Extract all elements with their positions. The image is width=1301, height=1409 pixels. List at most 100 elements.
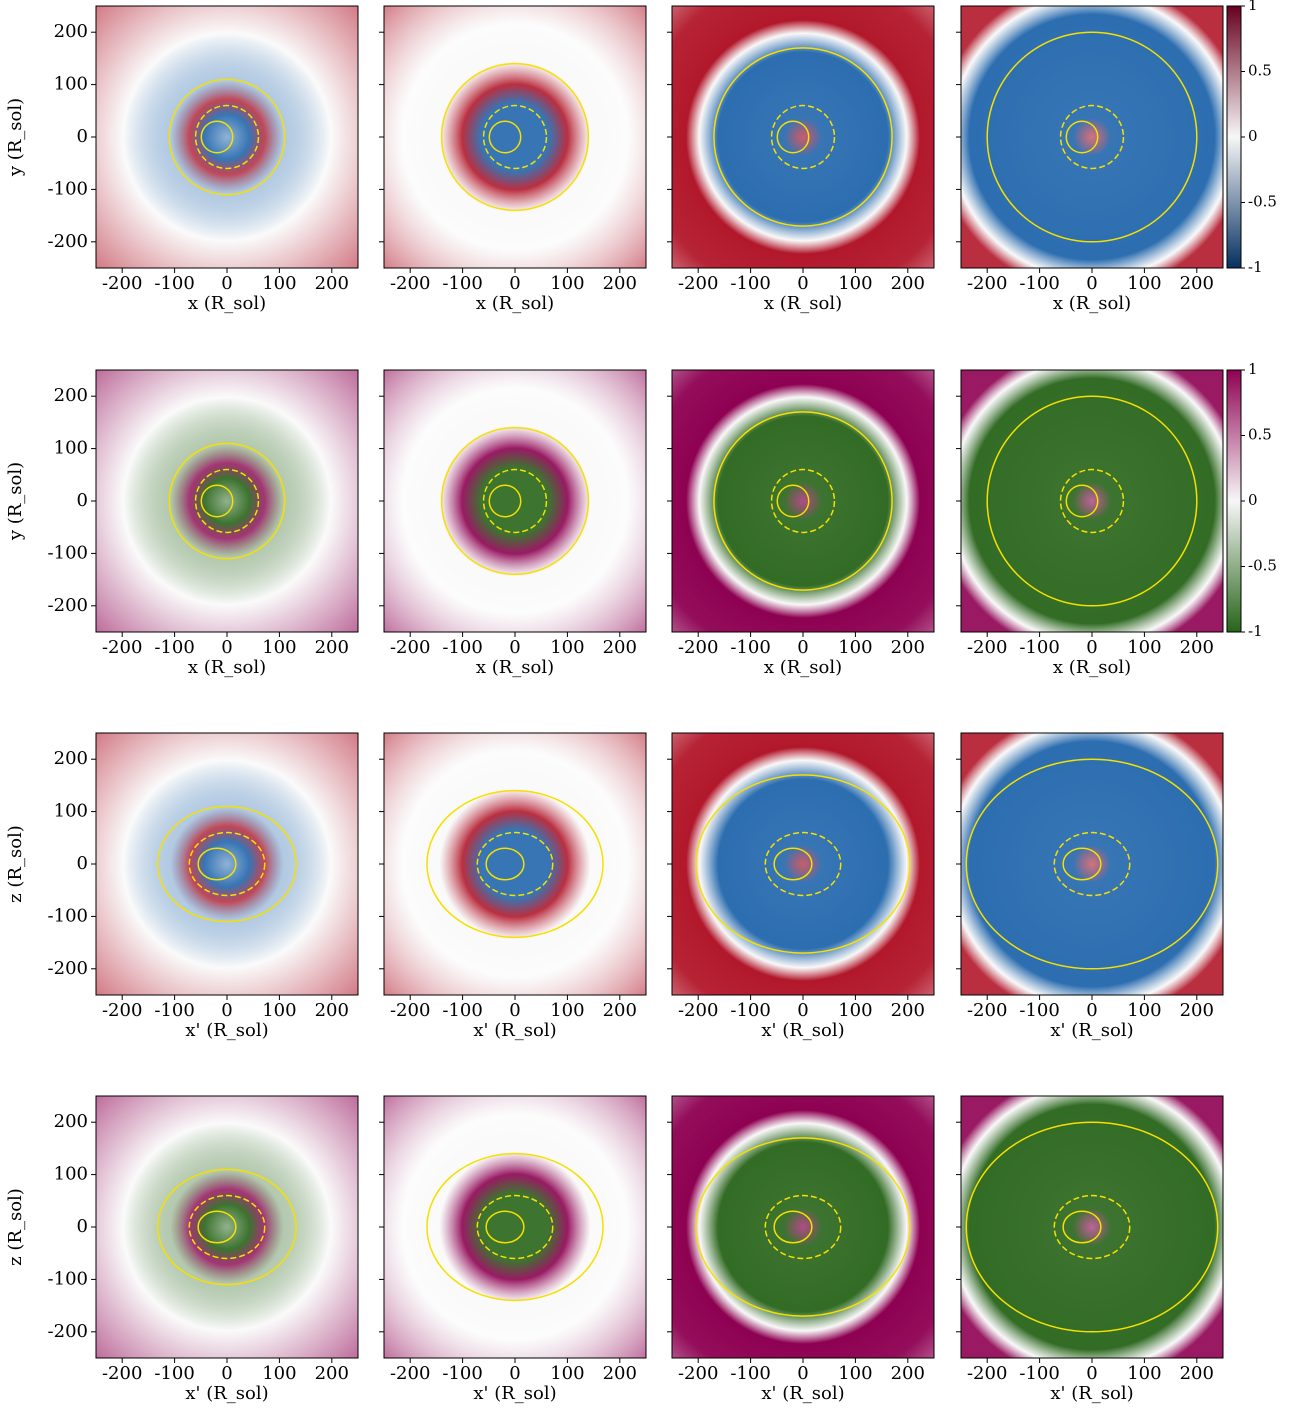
x-tick-label: 0 [1086, 273, 1097, 294]
x-tick-label: -200 [967, 273, 1007, 294]
x-tick-label: 0 [509, 1363, 520, 1384]
x-tick-label: 100 [262, 637, 296, 658]
x-tick-label: 100 [838, 637, 872, 658]
contour [476, 831, 554, 897]
colorbar [1226, 369, 1242, 633]
x-tick-label: 100 [550, 637, 584, 658]
x-tick-label: -100 [442, 1000, 482, 1021]
contour [482, 468, 548, 534]
x-axis-label: x' (R_sol) [1050, 1020, 1133, 1041]
contour [194, 104, 260, 170]
heatmap-image [96, 733, 358, 995]
x-tick-label: 100 [550, 1000, 584, 1021]
x-tick-label: 200 [891, 637, 925, 658]
x-axis-label: x' (R_sol) [761, 1383, 844, 1404]
contour [485, 1210, 525, 1244]
y-tick-label: 0 [77, 853, 88, 874]
x-axis-label: x' (R_sol) [473, 1020, 556, 1041]
contour [773, 1210, 813, 1244]
x-tick-label: 200 [315, 1000, 349, 1021]
x-tick-label: 200 [603, 1000, 637, 1021]
contour [1053, 1194, 1131, 1260]
x-axis-label: x (R_sol) [1053, 657, 1131, 678]
x-tick-label: 100 [550, 1363, 584, 1384]
colorbar-tick-label: 0.5 [1248, 62, 1272, 80]
heatmap-image [961, 733, 1223, 995]
x-tick-label: -100 [1019, 273, 1059, 294]
contour [168, 78, 286, 196]
x-axis-label: x' (R_sol) [1050, 1383, 1133, 1404]
contour [197, 847, 237, 881]
y-axis-label: y (R_sol) [5, 98, 26, 177]
x-axis-label: x (R_sol) [764, 657, 842, 678]
x-tick-label: 200 [891, 1000, 925, 1021]
x-tick-label: 0 [221, 637, 232, 658]
x-tick-label: 0 [221, 1000, 232, 1021]
heatmap-image [384, 733, 646, 995]
x-tick-label: -100 [1019, 1363, 1059, 1384]
contour [770, 104, 836, 170]
x-tick-label: 100 [838, 1363, 872, 1384]
y-tick-label: 200 [54, 21, 88, 42]
x-tick-label: 100 [838, 273, 872, 294]
y-tick-label: -200 [48, 1321, 88, 1342]
contour [1059, 104, 1125, 170]
x-tick-label: -200 [390, 637, 430, 658]
contour [1053, 831, 1131, 897]
x-tick-label: 0 [1086, 637, 1097, 658]
x-tick-label: 0 [1086, 1363, 1097, 1384]
x-tick-label: -100 [442, 637, 482, 658]
heatmap-image [384, 370, 646, 632]
contour [770, 468, 836, 534]
x-tick-label: 0 [1086, 1000, 1097, 1021]
colorbar-tick-label: 0.5 [1248, 426, 1272, 444]
y-tick-label: -200 [48, 595, 88, 616]
heatmap-image [961, 370, 1223, 632]
y-tick-label: -100 [48, 542, 88, 563]
contour [773, 847, 813, 881]
colorbar-tick-label: 1 [1248, 360, 1258, 378]
y-tick-label: -200 [48, 958, 88, 979]
contour [197, 1210, 237, 1244]
colorbar [1226, 5, 1242, 269]
x-tick-label: -200 [102, 273, 142, 294]
contour [200, 484, 234, 518]
contour [440, 426, 590, 576]
contour [194, 468, 260, 534]
contour [200, 120, 234, 154]
contour [426, 1152, 604, 1302]
x-tick-label: -200 [390, 1363, 430, 1384]
x-tick-label: 200 [603, 273, 637, 294]
x-tick-label: -100 [154, 273, 194, 294]
x-tick-label: 200 [891, 273, 925, 294]
x-tick-label: -200 [390, 273, 430, 294]
contour [1062, 1210, 1102, 1244]
x-tick-label: -100 [1019, 637, 1059, 658]
contour [476, 1194, 554, 1260]
x-tick-label: 0 [797, 637, 808, 658]
x-tick-label: -200 [102, 637, 142, 658]
contour [440, 62, 590, 212]
x-tick-label: -100 [154, 1000, 194, 1021]
contour [485, 847, 525, 881]
y-tick-label: 0 [77, 1216, 88, 1237]
heatmap-image [672, 1096, 934, 1358]
x-tick-label: -100 [442, 273, 482, 294]
x-tick-label: -200 [678, 1000, 718, 1021]
y-tick-label: 100 [54, 1164, 88, 1185]
y-axis-label: z (R_sol) [5, 825, 26, 903]
x-tick-label: -100 [730, 637, 770, 658]
y-axis-label: y (R_sol) [5, 462, 26, 541]
contour [764, 831, 842, 897]
x-tick-label: 0 [509, 637, 520, 658]
contour [1065, 120, 1099, 154]
x-tick-label: 100 [1127, 1000, 1161, 1021]
x-tick-label: 100 [1127, 1363, 1161, 1384]
x-tick-label: 100 [262, 273, 296, 294]
contour [965, 758, 1219, 970]
x-axis-label: x (R_sol) [476, 293, 554, 314]
y-tick-label: 200 [54, 1111, 88, 1132]
colorbar-tick-label: -1 [1248, 258, 1263, 276]
x-tick-label: 100 [1127, 637, 1161, 658]
